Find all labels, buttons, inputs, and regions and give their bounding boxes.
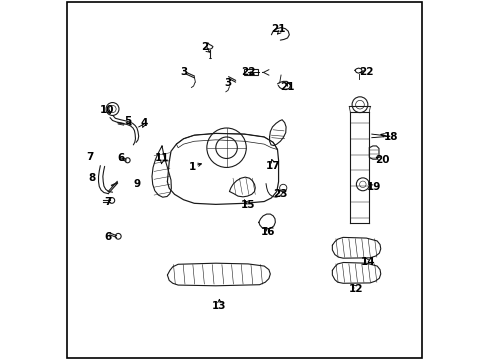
Text: 7: 7: [86, 152, 93, 162]
Text: 21: 21: [271, 24, 285, 35]
Text: 1: 1: [188, 162, 196, 172]
Text: 3: 3: [224, 78, 231, 88]
Text: 13: 13: [212, 301, 226, 311]
Text: 9: 9: [133, 179, 140, 189]
Text: 19: 19: [366, 182, 380, 192]
Text: 18: 18: [384, 132, 398, 142]
Text: 10: 10: [100, 105, 115, 115]
Text: 12: 12: [348, 284, 362, 294]
Text: 11: 11: [155, 153, 169, 163]
Text: 4: 4: [140, 118, 147, 128]
Bar: [244, 69, 258, 75]
Text: 20: 20: [375, 155, 389, 165]
Text: 5: 5: [124, 116, 131, 126]
Text: 17: 17: [265, 161, 280, 171]
Text: 21: 21: [280, 82, 294, 92]
Text: 22: 22: [359, 67, 373, 77]
Text: 15: 15: [241, 200, 255, 210]
Text: 23: 23: [273, 189, 287, 199]
Text: 7: 7: [103, 197, 111, 207]
Text: 3: 3: [180, 67, 187, 77]
Text: 2: 2: [201, 42, 208, 52]
Text: 22: 22: [241, 67, 255, 77]
Text: 6: 6: [117, 153, 124, 163]
Text: 8: 8: [88, 173, 96, 183]
Text: 16: 16: [260, 227, 274, 237]
Text: 14: 14: [360, 257, 375, 267]
Text: 6: 6: [104, 232, 112, 242]
